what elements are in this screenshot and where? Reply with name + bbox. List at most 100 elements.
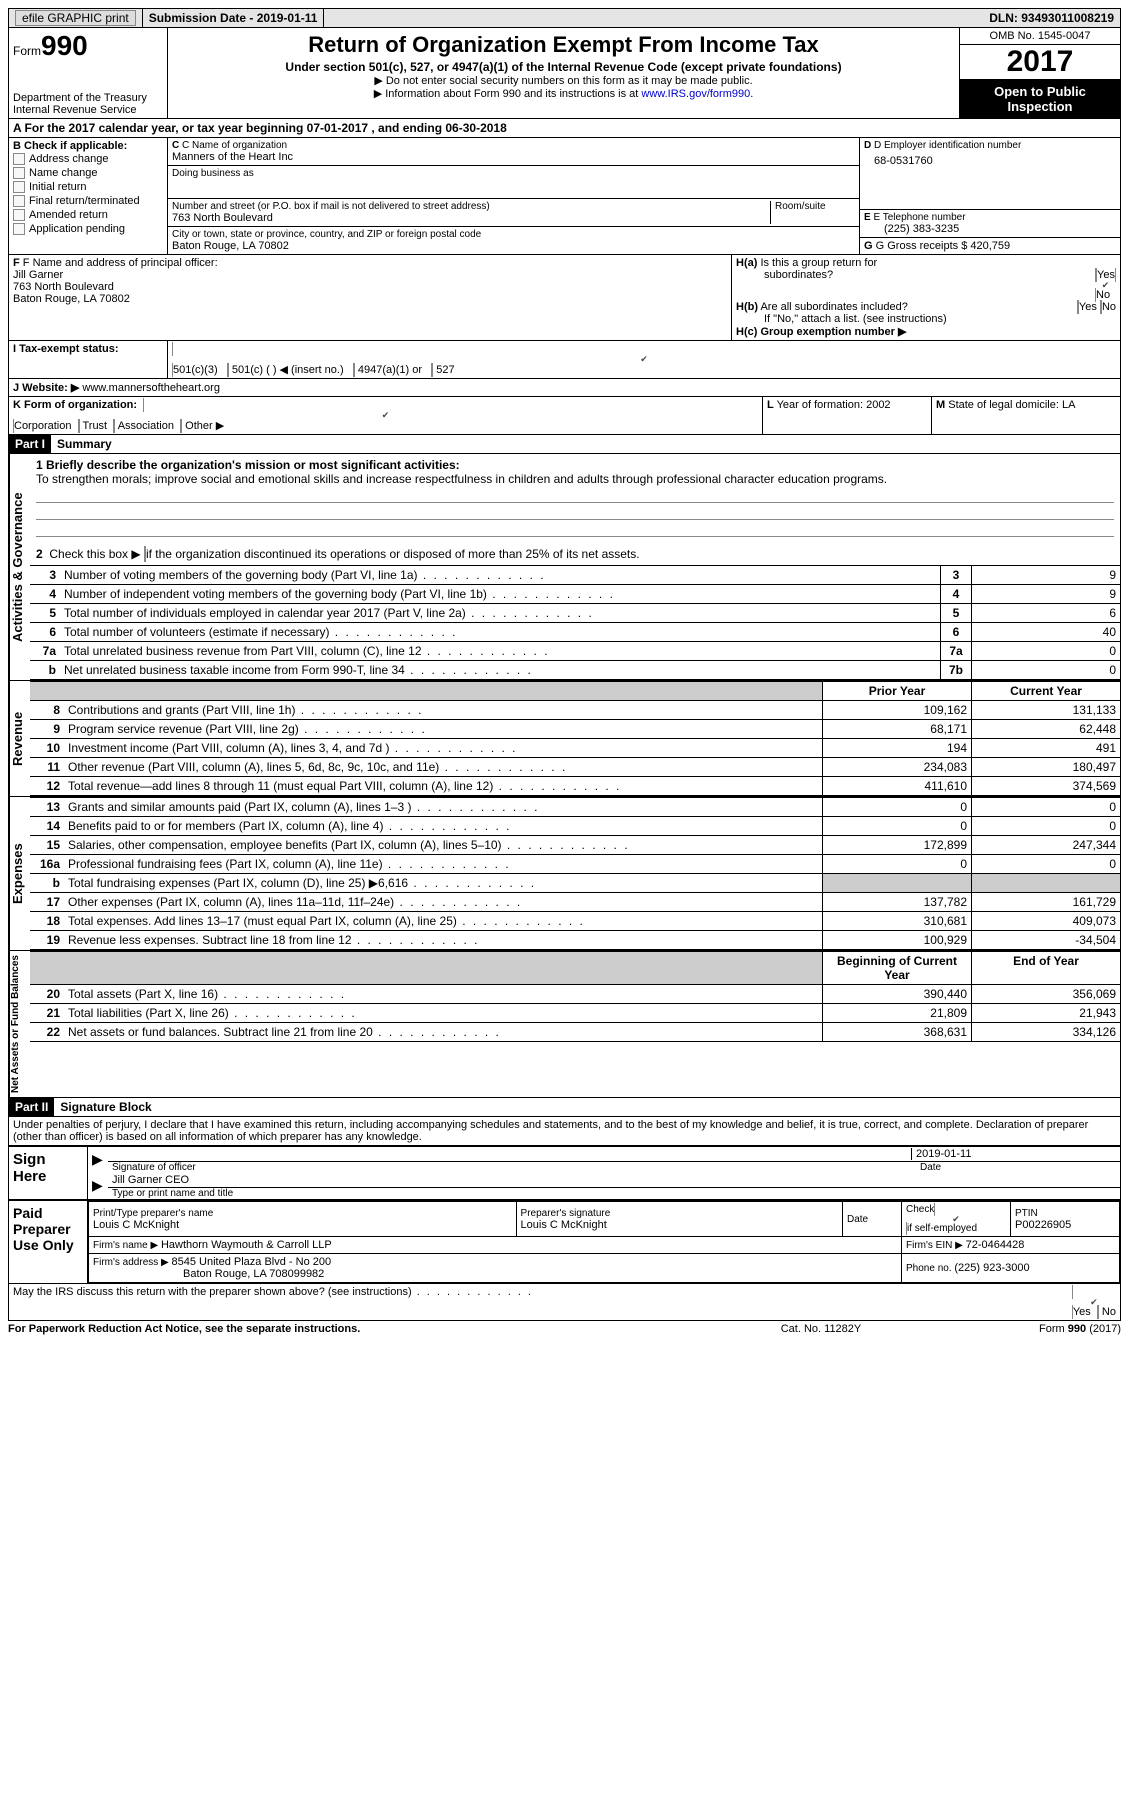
firm-addr-label: Firm's address ▶: [93, 1257, 172, 1268]
row-k: K Form of organization: Corporation Trus…: [8, 397, 1121, 435]
part2-title: Signature Block: [54, 1098, 157, 1116]
firm-addr1: 8545 United Plaza Blvd - No 200: [172, 1256, 332, 1268]
irs-label: Internal Revenue Service: [13, 104, 163, 116]
i-4947-chk[interactable]: [353, 363, 355, 377]
b-check-label: Initial return: [29, 181, 86, 193]
b-check[interactable]: [13, 167, 25, 179]
l1-label: 1 Briefly describe the organization's mi…: [36, 458, 460, 472]
b-check-label: Name change: [29, 167, 98, 179]
declaration-text: Under penalties of perjury, I declare th…: [9, 1117, 1120, 1145]
firm-phone-label: Phone no.: [906, 1263, 954, 1274]
section-b: B Check if applicable: Address change Nam…: [8, 138, 1121, 255]
sub-label: Submission Date -: [149, 11, 257, 25]
i-o2: 501(c) ( ) ◀ (insert no.): [232, 364, 344, 376]
row-j: J Website: ▶ www.mannersoftheheart.org: [8, 379, 1121, 397]
prep-sig: Louis C McKnight: [521, 1219, 838, 1231]
efile-btn: efile GRAPHIC print: [15, 10, 136, 26]
gross-receipts: 420,759: [970, 240, 1010, 252]
d-label: D Employer identification number: [874, 140, 1021, 151]
firm-ein: 72-0464428: [966, 1239, 1025, 1251]
ptin-value: P00226905: [1015, 1219, 1115, 1231]
part1-rev: Revenue Prior YearCurrent Year8Contribut…: [8, 681, 1121, 797]
form-title: Return of Organization Exempt From Incom…: [172, 32, 955, 58]
self-emp-chk[interactable]: [906, 1203, 1006, 1235]
form-header: Form990 Department of the Treasury Inter…: [8, 28, 1121, 119]
b-check[interactable]: [13, 209, 25, 221]
l2-chk[interactable]: [144, 546, 146, 562]
type-name-label: Type or print name and title: [108, 1188, 1120, 1199]
k-assoc-chk[interactable]: [113, 419, 115, 433]
part1-exp: Expenses 13Grants and similar amounts pa…: [8, 797, 1121, 951]
form-number: 990: [41, 30, 88, 61]
irs-link[interactable]: www.IRS.gov/form990: [641, 88, 750, 100]
f-label: F Name and address of principal officer:: [23, 257, 218, 269]
part1-title: Summary: [51, 435, 118, 453]
g-label: G Gross receipts $: [876, 240, 971, 252]
hb-no-chk[interactable]: [1100, 300, 1102, 314]
side-exp: Expenses: [9, 797, 30, 950]
prep-sig-label: Preparer's signature: [521, 1208, 838, 1219]
officer-name-typed: Jill Garner CEO: [108, 1173, 1120, 1188]
i-501c-chk[interactable]: [227, 363, 229, 377]
i-o4: 527: [436, 364, 454, 376]
officer-addr1: 763 North Boulevard: [13, 281, 114, 293]
ein-value: 68-0531760: [864, 151, 1116, 167]
ptin-label: PTIN: [1015, 1208, 1115, 1219]
side-na: Net Assets or Fund Balances: [9, 951, 30, 1097]
form-word: Form: [13, 44, 41, 58]
row-a-period: A For the 2017 calendar year, or tax yea…: [8, 119, 1121, 138]
b-check-label: Address change: [29, 153, 109, 165]
b-check-label: Application pending: [29, 223, 125, 235]
c-label: C Name of organization: [182, 140, 287, 151]
hc-label: H(c) Group exemption number ▶: [736, 326, 906, 338]
dln-label: DLN:: [989, 11, 1021, 25]
footer: For Paperwork Reduction Act Notice, see …: [8, 1321, 1121, 1335]
k-o3: Association: [118, 420, 174, 432]
dba-label: Doing business as: [172, 168, 855, 179]
b-header: B Check if applicable:: [13, 140, 127, 152]
form-subtitle: Under section 501(c), 527, or 4947(a)(1)…: [172, 60, 955, 74]
note-1: ▶ Do not enter social security numbers o…: [172, 74, 955, 87]
city-label: City or town, state or province, country…: [172, 229, 855, 240]
officer-name: Jill Garner: [13, 269, 63, 281]
part1-tag: Part I: [9, 435, 51, 453]
part2-header: Part II Signature Block: [8, 1098, 1121, 1117]
b-check[interactable]: [13, 223, 25, 235]
i-527-chk[interactable]: [431, 363, 433, 377]
part2-tag: Part II: [9, 1098, 54, 1116]
b-check-label: Amended return: [29, 209, 108, 221]
k-other-chk[interactable]: [180, 419, 182, 433]
top-bar: efile GRAPHIC print Submission Date - 20…: [8, 8, 1121, 28]
hb-yes-chk[interactable]: [1077, 300, 1079, 314]
firm-name: Hawthorn Waymouth & Carroll LLP: [161, 1239, 332, 1251]
row-i: I Tax-exempt status: 501(c)(3) 501(c) ( …: [8, 341, 1121, 379]
dept-label: Department of the Treasury: [13, 92, 163, 104]
b-check[interactable]: [13, 181, 25, 193]
i-label: I Tax-exempt status:: [13, 343, 119, 355]
street-label: Number and street (or P.O. box if mail i…: [172, 201, 770, 212]
firm-phone: (225) 923-3000: [954, 1262, 1029, 1274]
i-o1: 501(c)(3): [173, 364, 218, 376]
side-rev: Revenue: [9, 681, 30, 796]
org-name: Manners of the Heart Inc: [172, 151, 855, 163]
b-check[interactable]: [13, 153, 25, 165]
k-o1: Corporation: [14, 420, 71, 432]
k-trust-chk[interactable]: [78, 419, 80, 433]
b-check[interactable]: [13, 195, 25, 207]
e-label: E Telephone number: [873, 212, 965, 223]
open-public: Open to Public Inspection: [960, 80, 1120, 118]
tax-year: 2017: [960, 45, 1120, 80]
hb-note: If "No," attach a list. (see instruction…: [736, 313, 1116, 325]
side-ag: Activities & Governance: [9, 454, 30, 680]
dln-value: 93493011008219: [1021, 11, 1114, 25]
footer-mid: Cat. No. 11282Y: [721, 1323, 921, 1335]
room-label: Room/suite: [775, 201, 855, 212]
paid-prep-label: Paid Preparer Use Only: [9, 1201, 88, 1283]
part1-ag: Activities & Governance 1 Briefly descri…: [8, 454, 1121, 681]
street-value: 763 North Boulevard: [172, 212, 770, 224]
discuss-yes-chk[interactable]: [1072, 1285, 1116, 1319]
section-f-h: F F Name and address of principal office…: [8, 255, 1121, 341]
discuss-no-chk[interactable]: [1097, 1305, 1099, 1319]
j-label: J Website: ▶: [13, 382, 82, 394]
footer-left: For Paperwork Reduction Act Notice, see …: [8, 1323, 721, 1335]
